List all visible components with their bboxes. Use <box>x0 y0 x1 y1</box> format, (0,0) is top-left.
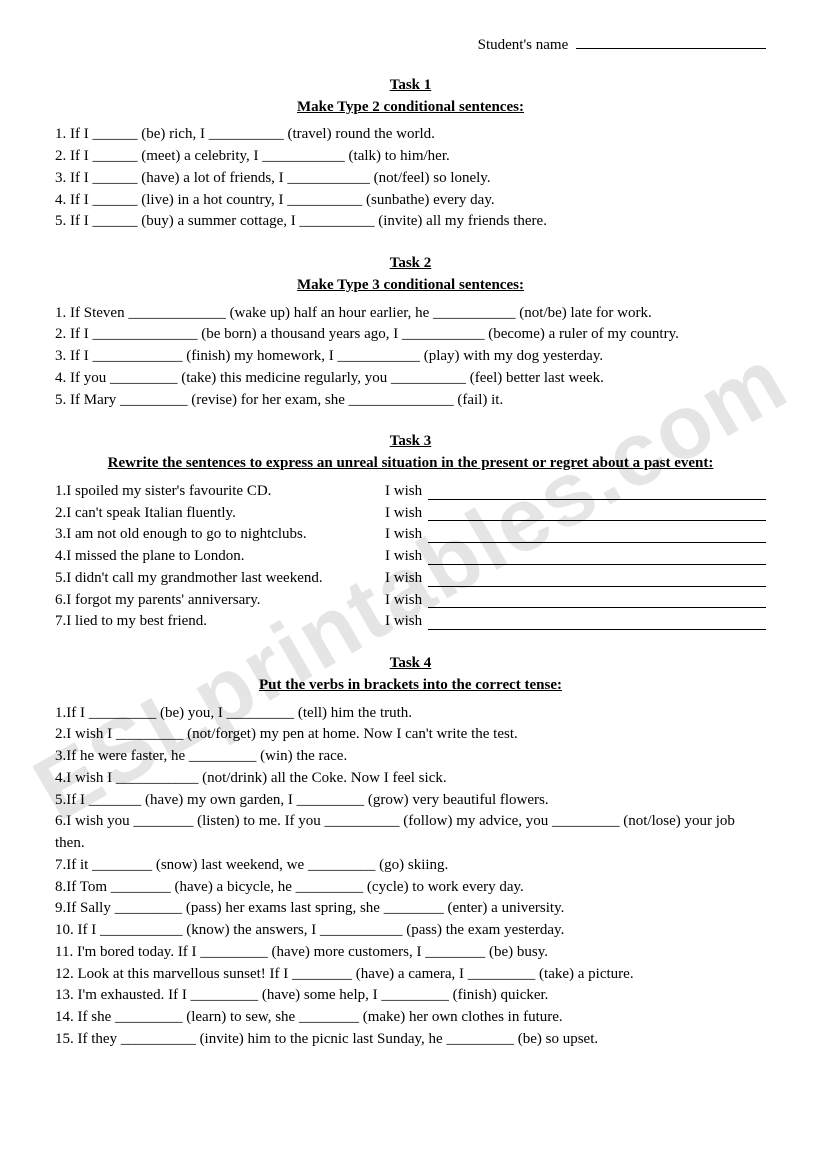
task4-item: 14. If she _________ (learn) to sew, she… <box>55 1007 766 1029</box>
task1-item: 3. If I ______ (have) a lot of friends, … <box>55 168 766 190</box>
task3-answer-blank[interactable] <box>428 568 766 587</box>
task1-item: 1. If I ______ (be) rich, I __________ (… <box>55 124 766 146</box>
task1-item: 2. If I ______ (meet) a celebrity, I ___… <box>55 146 766 168</box>
task1-items: 1. If I ______ (be) rich, I __________ (… <box>55 124 766 233</box>
task3-item: 3.I am not old enough to go to nightclub… <box>55 524 766 546</box>
task2-item: 3. If I ____________ (finish) my homewor… <box>55 346 766 368</box>
task4-item: 13. I'm exhausted. If I _________ (have)… <box>55 985 766 1007</box>
task3-wish-label: I wish <box>385 611 422 633</box>
task3-block: Task 3 Rewrite the sentences to express … <box>55 431 766 633</box>
student-name-line: Student's name <box>55 35 766 57</box>
task3-item: 5.I didn't call my grandmother last week… <box>55 568 766 590</box>
task3-wish-label: I wish <box>385 568 422 590</box>
task4-item: 1.If I _________ (be) you, I _________ (… <box>55 703 766 725</box>
student-name-label: Student's name <box>478 37 569 53</box>
task1-title: Task 1 <box>55 75 766 97</box>
task3-wish-label: I wish <box>385 481 422 503</box>
task2-item: 1. If Steven _____________ (wake up) hal… <box>55 303 766 325</box>
task1-block: Task 1 Make Type 2 conditional sentences… <box>55 75 766 233</box>
task3-prompt: 7.I lied to my best friend. <box>55 611 385 633</box>
task3-item: 6.I forgot my parents' anniversary. I wi… <box>55 590 766 612</box>
task2-item: 5. If Mary _________ (revise) for her ex… <box>55 390 766 412</box>
task3-answer-blank[interactable] <box>428 611 766 630</box>
task4-title: Task 4 <box>55 653 766 675</box>
task3-prompt: 3.I am not old enough to go to nightclub… <box>55 524 385 546</box>
task3-wish-label: I wish <box>385 524 422 546</box>
task4-item: 10. If I ___________ (know) the answers,… <box>55 920 766 942</box>
task1-item: 5. If I ______ (buy) a summer cottage, I… <box>55 211 766 233</box>
task4-item: 8.If Tom ________ (have) a bicycle, he _… <box>55 877 766 899</box>
task2-subtitle: Make Type 3 conditional sentences: <box>55 275 766 297</box>
task3-prompt: 1.I spoiled my sister's favourite CD. <box>55 481 385 503</box>
task4-item: 3.If he were faster, he _________ (win) … <box>55 746 766 768</box>
task2-items: 1. If Steven _____________ (wake up) hal… <box>55 303 766 412</box>
task3-prompt: 6.I forgot my parents' anniversary. <box>55 590 385 612</box>
task4-item: 11. I'm bored today. If I _________ (hav… <box>55 942 766 964</box>
task3-prompt: 2.I can't speak Italian fluently. <box>55 503 385 525</box>
task4-item: 9.If Sally _________ (pass) her exams la… <box>55 898 766 920</box>
task3-answer-blank[interactable] <box>428 546 766 565</box>
task3-prompt: 4.I missed the plane to London. <box>55 546 385 568</box>
task3-subtitle: Rewrite the sentences to express an unre… <box>55 453 766 475</box>
task4-item: 5.If I _______ (have) my own garden, I _… <box>55 790 766 812</box>
task3-answer-blank[interactable] <box>428 524 766 543</box>
task2-item: 4. If you _________ (take) this medicine… <box>55 368 766 390</box>
task4-item: 2.I wish I _________ (not/forget) my pen… <box>55 724 766 746</box>
task3-wish-label: I wish <box>385 546 422 568</box>
task1-item: 4. If I ______ (live) in a hot country, … <box>55 190 766 212</box>
task3-answer-blank[interactable] <box>428 590 766 609</box>
task1-header: Task 1 Make Type 2 conditional sentences… <box>55 75 766 119</box>
task4-item: 15. If they __________ (invite) him to t… <box>55 1029 766 1051</box>
task3-wish-label: I wish <box>385 503 422 525</box>
task3-item: 1.I spoiled my sister's favourite CD. I … <box>55 481 766 503</box>
task3-header: Task 3 Rewrite the sentences to express … <box>55 431 766 475</box>
task4-item: 4.I wish I ___________ (not/drink) all t… <box>55 768 766 790</box>
task3-prompt: 5.I didn't call my grandmother last week… <box>55 568 385 590</box>
task4-item: 12. Look at this marvellous sunset! If I… <box>55 964 766 986</box>
task2-header: Task 2 Make Type 3 conditional sentences… <box>55 253 766 297</box>
task2-block: Task 2 Make Type 3 conditional sentences… <box>55 253 766 411</box>
task1-subtitle: Make Type 2 conditional sentences: <box>55 97 766 119</box>
student-name-blank[interactable] <box>576 48 766 49</box>
task3-items: 1.I spoiled my sister's favourite CD. I … <box>55 481 766 633</box>
task4-subtitle: Put the verbs in brackets into the corre… <box>55 675 766 697</box>
task3-answer-blank[interactable] <box>428 481 766 500</box>
task3-item: 4.I missed the plane to London. I wish <box>55 546 766 568</box>
task4-item: 7.If it ________ (snow) last weekend, we… <box>55 855 766 877</box>
task4-items: 1.If I _________ (be) you, I _________ (… <box>55 703 766 1051</box>
task2-item: 2. If I ______________ (be born) a thous… <box>55 324 766 346</box>
task4-header: Task 4 Put the verbs in brackets into th… <box>55 653 766 697</box>
task4-block: Task 4 Put the verbs in brackets into th… <box>55 653 766 1051</box>
task3-item: 7.I lied to my best friend. I wish <box>55 611 766 633</box>
task3-wish-label: I wish <box>385 590 422 612</box>
task2-title: Task 2 <box>55 253 766 275</box>
task3-item: 2.I can't speak Italian fluently. I wish <box>55 503 766 525</box>
task3-answer-blank[interactable] <box>428 503 766 522</box>
task3-title: Task 3 <box>55 431 766 453</box>
task4-item: 6.I wish you ________ (listen) to me. If… <box>55 811 766 855</box>
